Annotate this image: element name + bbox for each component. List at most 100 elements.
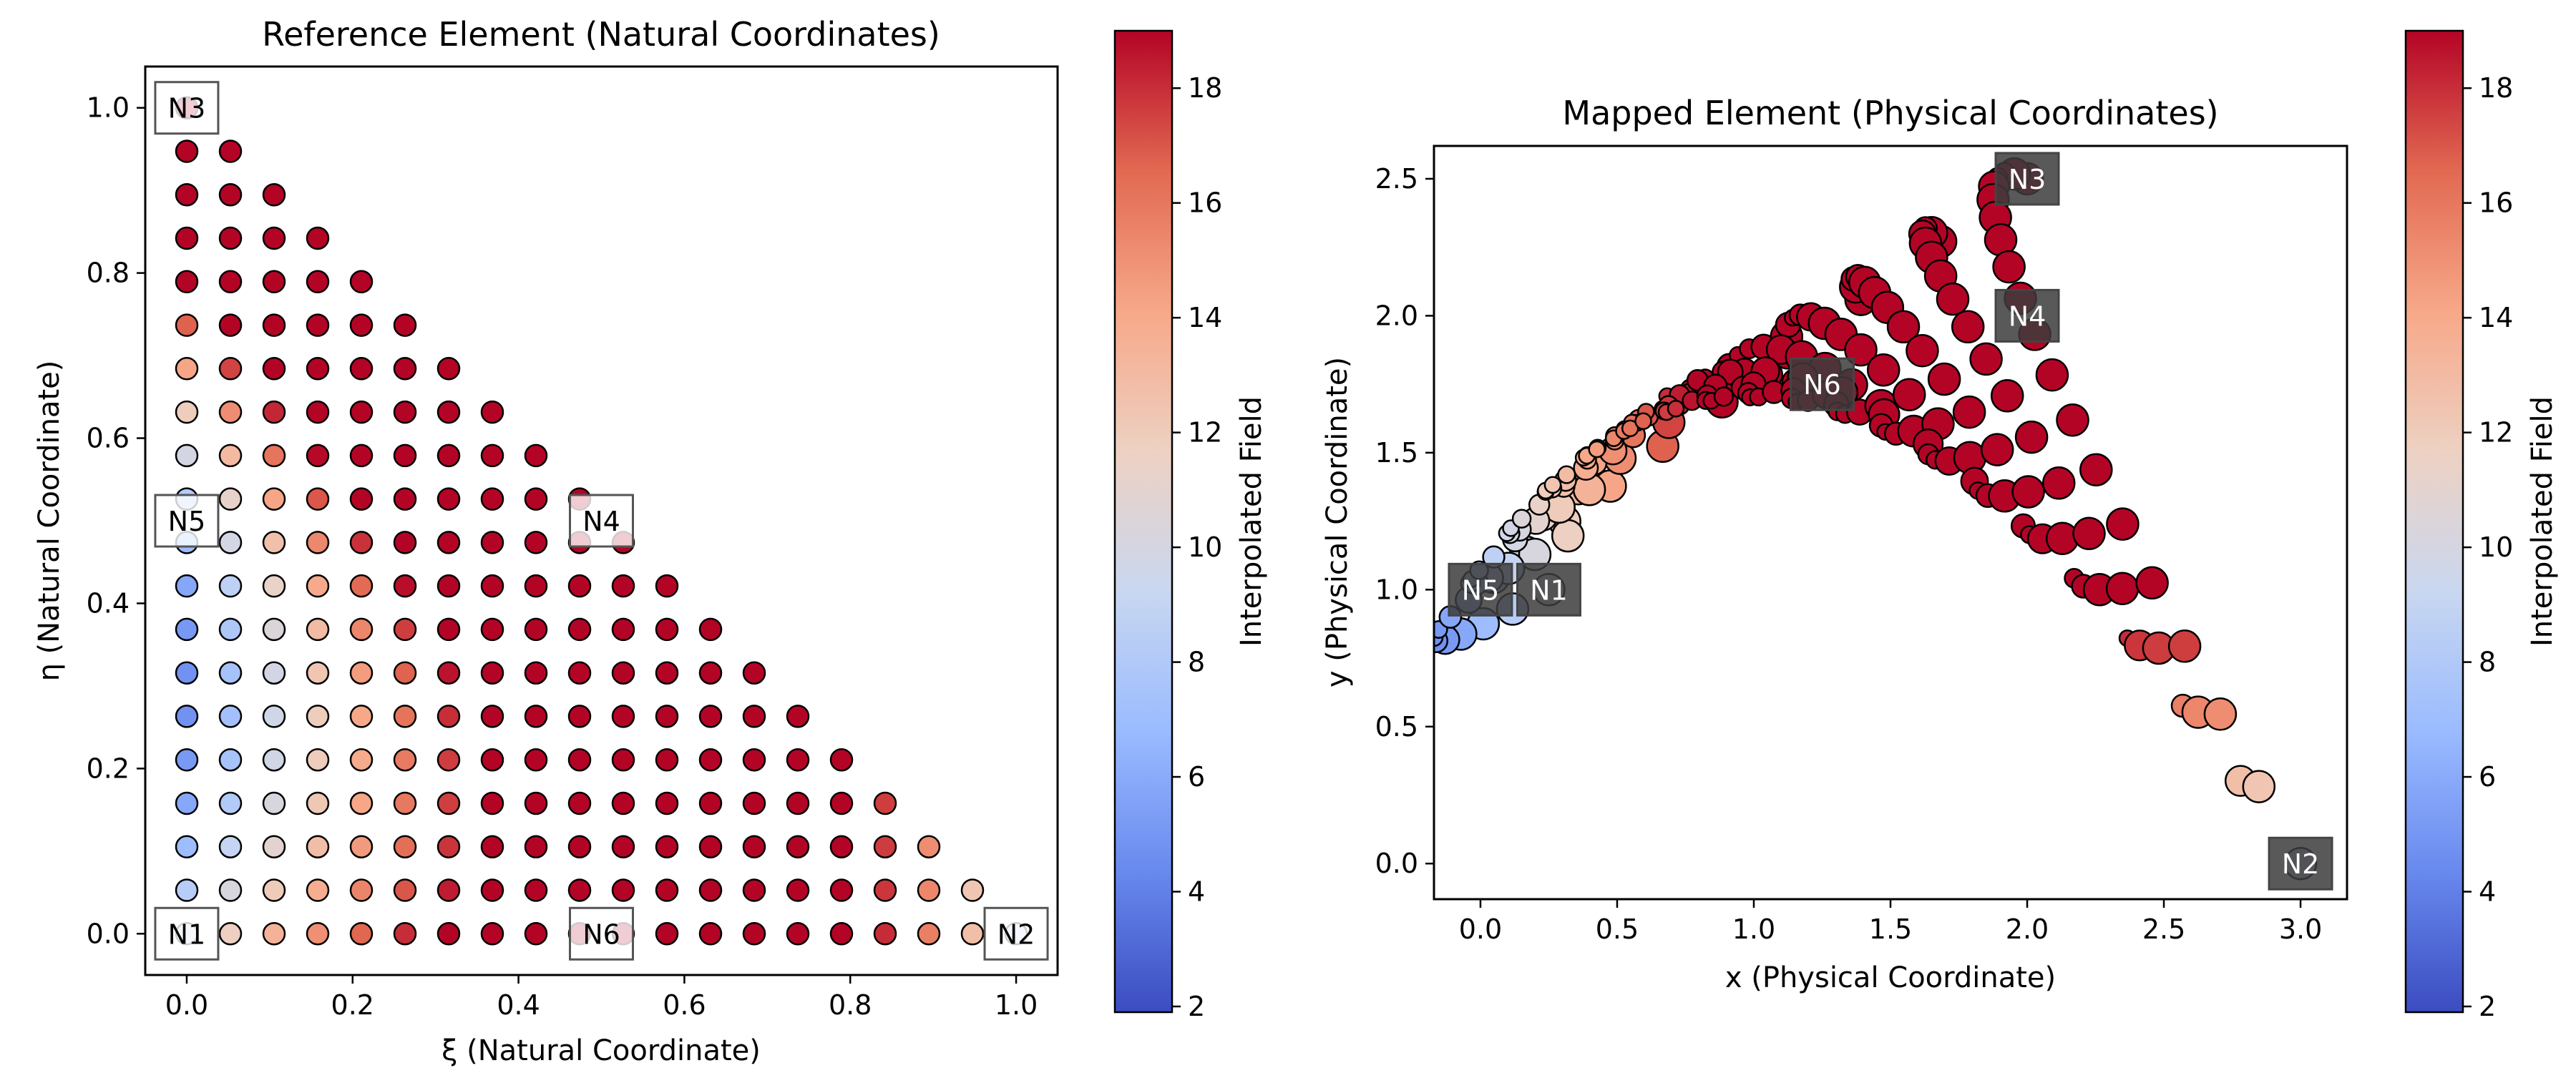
scatter-point <box>393 400 417 424</box>
y-axis-label: y (Physical Coordinate) <box>1321 357 1354 687</box>
scatter-point <box>655 661 679 685</box>
scatter-point <box>742 661 766 685</box>
node-label-box <box>1789 357 1855 411</box>
scatter-point <box>524 705 548 728</box>
x-tick-label: 0.8 <box>829 989 872 1021</box>
scatter-point <box>655 791 679 815</box>
node-label-box <box>1516 562 1581 617</box>
scatter-point <box>175 661 199 685</box>
scatter-point <box>829 878 854 902</box>
scatter-point <box>611 705 635 728</box>
scatter-point <box>175 400 199 424</box>
scatter-point <box>349 313 374 337</box>
x-tick-label: 1.0 <box>995 989 1038 1021</box>
scatter-point <box>175 313 199 337</box>
scatter-point <box>786 922 810 946</box>
scatter-point <box>567 661 592 685</box>
scatter-point <box>1969 342 2003 376</box>
scatter-point <box>1992 250 2026 284</box>
scatter-points <box>1434 157 2318 881</box>
scatter-point <box>262 183 286 207</box>
scatter-point <box>480 531 504 554</box>
scatter-point <box>829 922 854 946</box>
scatter-point <box>436 878 461 902</box>
node-label-n6: N6 <box>569 906 634 961</box>
scatter-point <box>262 313 286 337</box>
x-tick-label: 0.6 <box>663 989 706 1021</box>
scatter-point <box>2072 516 2106 551</box>
scatter-point <box>262 444 286 468</box>
x-tick-label: 0.2 <box>331 989 374 1021</box>
colorbar-label: Interpolated Field <box>1235 396 1268 647</box>
panel-reference-element: Reference Element (Natural Coordinates) … <box>33 15 1059 1067</box>
scatter-point <box>2242 770 2276 803</box>
scatter-point <box>218 139 243 163</box>
scatter-point <box>218 748 243 772</box>
scatter-point <box>218 661 243 685</box>
scatter-point <box>175 270 199 294</box>
scatter-point <box>262 617 286 642</box>
y-tick-label: 0.0 <box>87 918 130 949</box>
scatter-point <box>1557 465 1576 484</box>
scatter-point <box>524 617 548 642</box>
scatter-point <box>480 487 504 511</box>
scatter-point <box>655 748 679 772</box>
scatter-point <box>306 444 330 468</box>
x-tick-label: 2.5 <box>2142 913 2185 945</box>
x-tick-label: 0.0 <box>1459 913 1502 945</box>
y-axis-ticks: 0.0 0.2 0.4 0.6 0.8 1.0 <box>87 92 145 949</box>
scatter-point <box>1892 378 1926 411</box>
scatter-point <box>262 705 286 728</box>
scatter-point <box>349 487 374 511</box>
scatter-point <box>698 878 723 902</box>
scatter-point <box>175 357 199 381</box>
scatter-point <box>262 661 286 685</box>
scatter-point <box>742 878 766 902</box>
node-label-box <box>154 906 220 961</box>
scatter-point <box>786 748 810 772</box>
scatter-point <box>436 357 461 381</box>
scatter-point <box>218 617 243 642</box>
scatter-point <box>349 878 374 902</box>
scatter-point <box>175 748 199 772</box>
y-tick-label: 1.0 <box>1375 574 1418 605</box>
scatter-point <box>218 400 243 424</box>
scatter-point <box>611 661 635 685</box>
node-label-box <box>1994 288 2060 343</box>
scatter-point <box>436 400 461 424</box>
scatter-point <box>1936 282 1970 316</box>
chart-title: Reference Element (Natural Coordinates) <box>262 15 940 54</box>
scatter-point <box>611 617 635 642</box>
scatter-point <box>655 922 679 946</box>
scatter-point <box>2167 629 2202 663</box>
scatter-point <box>349 617 374 642</box>
scatter-point <box>393 835 417 858</box>
scatter-point <box>306 400 330 424</box>
scatter-point <box>1952 395 1986 429</box>
node-label-n4: N4 <box>1994 288 2060 343</box>
node-label-text: N3 <box>168 93 206 124</box>
colorbar-right: 2 4 6 8 10 12 14 16 18 Interpolated Field <box>2404 29 2559 1022</box>
scatter-point <box>393 357 417 381</box>
y-tick-label: 1.0 <box>87 92 130 124</box>
scatter-point <box>306 878 330 902</box>
colorbar-tick-label: 12 <box>1188 417 1222 449</box>
scatter-point <box>698 835 723 858</box>
scatter-point <box>2056 403 2089 437</box>
node-label-text: N2 <box>997 918 1035 950</box>
scatter-point <box>1511 509 1532 529</box>
scatter-point <box>436 661 461 685</box>
y-tick-label: 0.2 <box>87 753 130 784</box>
scatter-point <box>218 531 243 554</box>
y-axis-label: η (Natural Coordinate) <box>33 361 66 682</box>
colorbar-ticks: 2 4 6 8 10 12 14 16 18 <box>1172 72 1222 1022</box>
scatter-point <box>436 487 461 511</box>
scatter-point <box>175 226 199 250</box>
scatter-point <box>2135 566 2169 600</box>
scatter-point <box>829 748 854 772</box>
scatter-point <box>1866 353 1901 387</box>
colorbar-tick-label: 10 <box>1188 531 1222 563</box>
scatter-point <box>306 661 330 685</box>
node-label-n4: N4 <box>569 494 634 548</box>
